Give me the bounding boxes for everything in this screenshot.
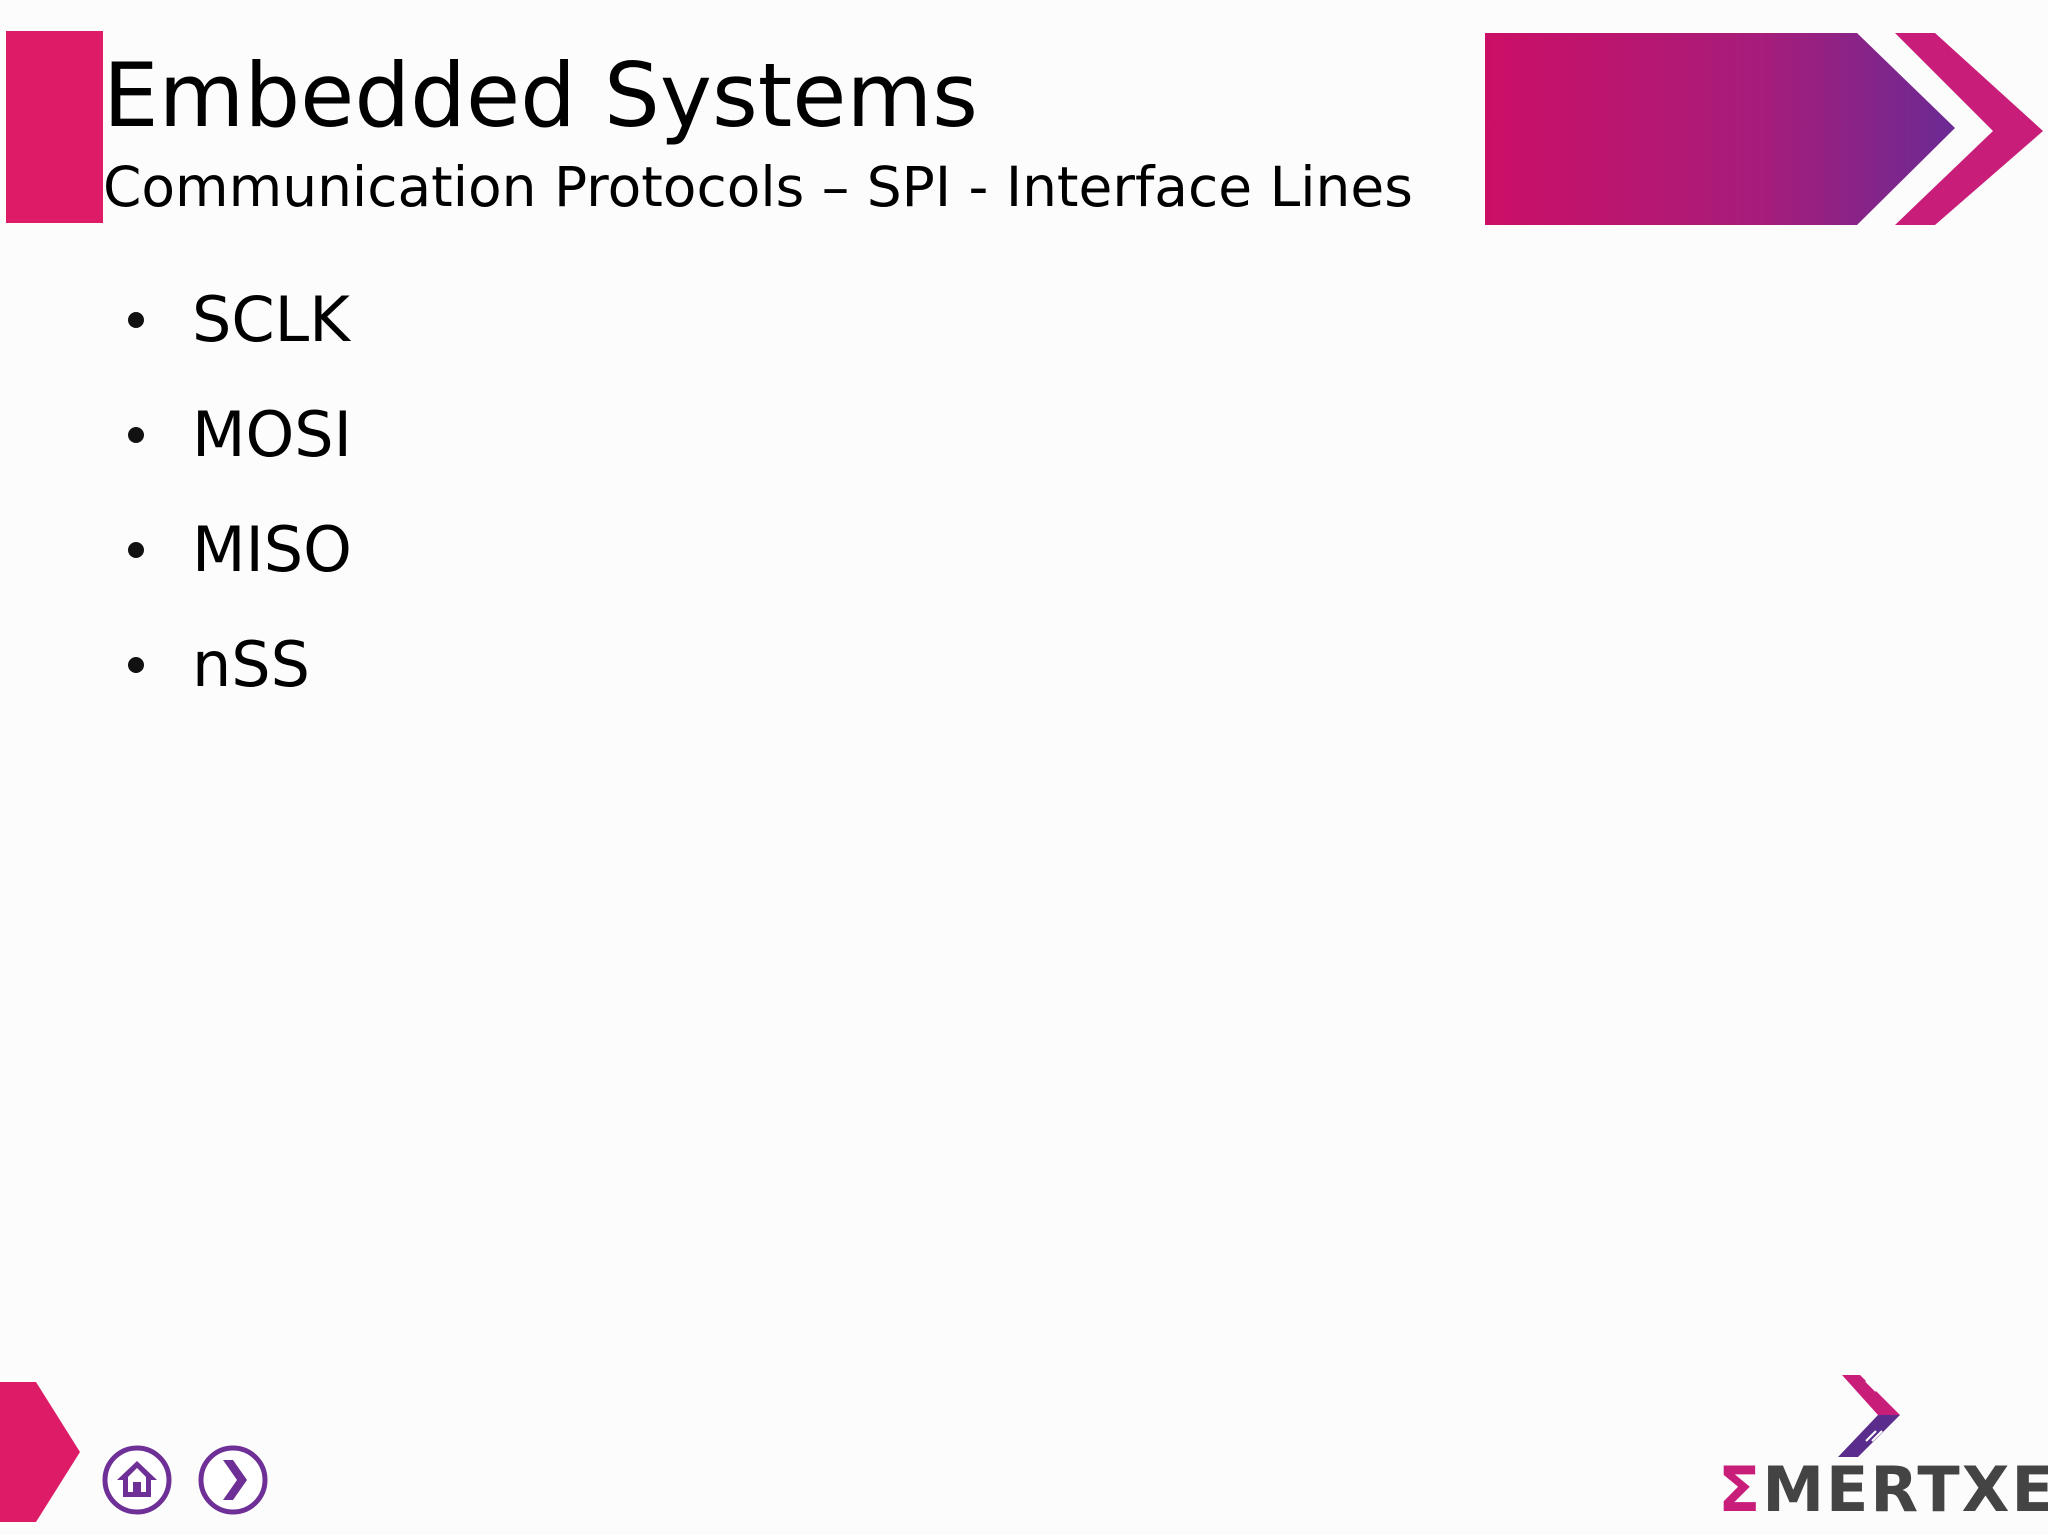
list-item-text: SCLK xyxy=(192,283,350,356)
home-button[interactable] xyxy=(101,1444,173,1516)
chevron-right-icon xyxy=(223,1460,247,1500)
bullet-icon xyxy=(128,427,144,443)
list-item: MOSI xyxy=(120,395,352,510)
list-item: nSS xyxy=(120,625,352,740)
slide-title: Embedded Systems xyxy=(103,44,979,147)
header-banner xyxy=(1485,33,2043,225)
company-logo: ΣMERTXE xyxy=(1718,1375,2048,1525)
logo-mark-icon xyxy=(1838,1375,1900,1457)
logo-text: MERTXE xyxy=(1762,1453,2048,1526)
bullet-icon xyxy=(128,542,144,558)
title-accent-bar xyxy=(6,31,103,223)
logo-wordmark: ΣMERTXE xyxy=(1718,1455,2048,1525)
bullet-icon xyxy=(128,657,144,673)
footer-arrow-decoration xyxy=(0,1382,80,1522)
home-icon xyxy=(117,1461,157,1497)
slide-subtitle: Communication Protocols – SPI - Interfac… xyxy=(103,155,1413,219)
list-item: MISO xyxy=(120,510,352,625)
next-slide-button[interactable] xyxy=(197,1444,269,1516)
list-item: SCLK xyxy=(120,280,352,395)
bullet-list: SCLK MOSI MISO nSS xyxy=(120,280,352,740)
bullet-icon xyxy=(128,312,144,328)
list-item-text: nSS xyxy=(192,628,311,701)
list-item-text: MISO xyxy=(192,513,352,586)
list-item-text: MOSI xyxy=(192,398,352,471)
logo-sigma: Σ xyxy=(1718,1453,1763,1526)
